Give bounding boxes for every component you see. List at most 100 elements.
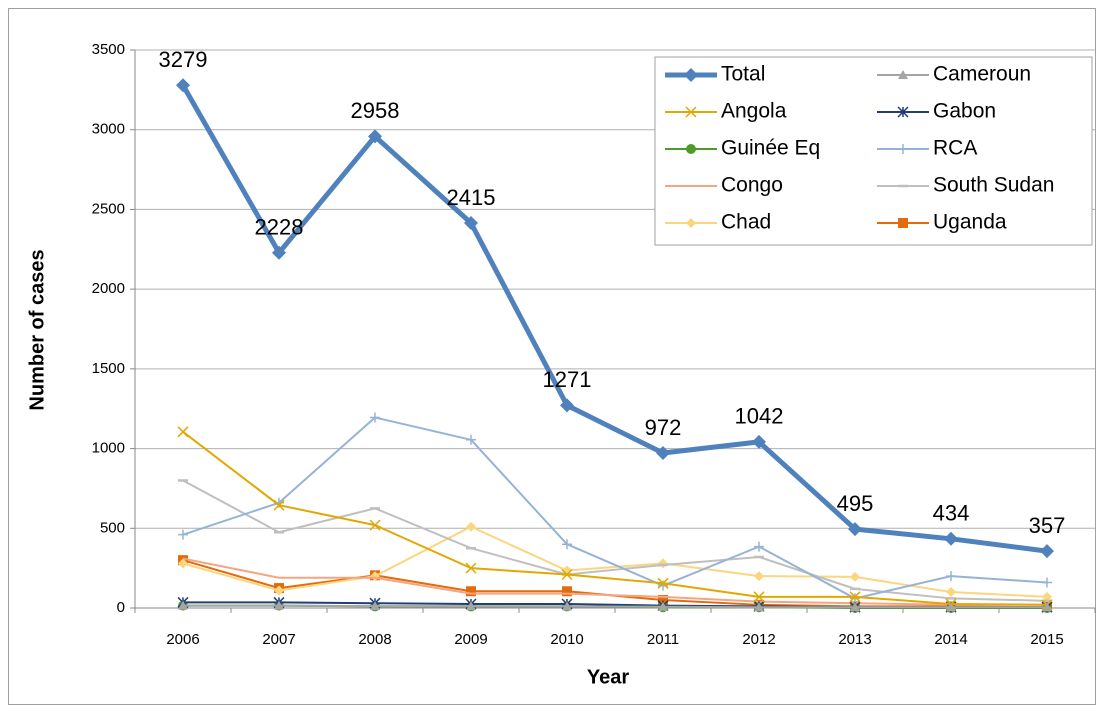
x-tick-label: 2007 [262, 631, 295, 648]
marker [897, 106, 909, 118]
marker [944, 531, 958, 546]
y-tick-label: 1000 [92, 440, 125, 457]
legend-label: Uganda [933, 211, 1007, 234]
marker [754, 602, 764, 612]
marker [466, 434, 476, 445]
series-line [182, 431, 1048, 606]
x-tick-label: 2013 [838, 631, 871, 648]
marker [178, 558, 188, 569]
data-label: 434 [933, 501, 970, 526]
marker [178, 600, 188, 610]
legend-label: RCA [933, 137, 977, 160]
marker [562, 586, 572, 597]
marker [370, 601, 380, 611]
x-tick-label: 2011 [647, 631, 679, 648]
marker [657, 577, 669, 589]
marker [1042, 591, 1052, 602]
marker [754, 541, 764, 552]
marker [464, 215, 478, 230]
marker [849, 591, 861, 603]
marker [848, 522, 862, 537]
marker [658, 601, 668, 611]
x-tick-label: 2012 [742, 631, 775, 648]
legend-label: Gabon [933, 100, 996, 123]
marker [466, 586, 476, 597]
x-axis-title: Year [587, 666, 629, 688]
marker [898, 218, 908, 228]
data-label: 1042 [735, 404, 784, 429]
marker [178, 529, 188, 540]
data-label: 2415 [447, 185, 496, 210]
marker [273, 499, 285, 511]
marker [684, 68, 698, 82]
x-tick-label: 2006 [166, 631, 199, 648]
legend-label: Angola [721, 100, 787, 123]
marker [898, 144, 908, 154]
marker [850, 593, 860, 604]
data-label: 2958 [351, 98, 400, 123]
marker [658, 595, 668, 606]
marker [370, 412, 380, 423]
legend-label: Cameroun [933, 63, 1031, 86]
marker [754, 571, 764, 582]
marker [562, 601, 572, 611]
data-label: 495 [837, 491, 874, 516]
marker [274, 585, 284, 596]
x-tick-label: 2010 [550, 631, 583, 648]
series-line [183, 604, 1047, 609]
x-tick-label: 2015 [1030, 631, 1063, 648]
marker [850, 571, 860, 582]
x-tick-label: 2014 [934, 631, 967, 648]
data-label: 3279 [159, 47, 208, 72]
series-line [180, 83, 1048, 554]
y-tick-label: 0 [117, 599, 125, 616]
data-label: 1271 [543, 367, 592, 392]
marker [946, 602, 956, 612]
legend-box [654, 56, 1093, 246]
marker [1042, 577, 1052, 588]
legend-label: South Sudan [933, 174, 1054, 197]
marker [946, 587, 956, 598]
marker [177, 426, 189, 438]
series-line [182, 525, 1048, 598]
series-line [182, 557, 1047, 606]
x-tick-label: 2008 [358, 631, 391, 648]
data-label: 2228 [255, 215, 304, 240]
y-tick-label: 3500 [92, 41, 125, 58]
marker [466, 601, 476, 611]
marker [753, 591, 765, 603]
marker [561, 568, 573, 581]
marker [272, 245, 286, 260]
marker [1040, 544, 1054, 559]
marker [752, 434, 766, 449]
legend-label: Total [721, 63, 765, 86]
y-tick-label: 2000 [92, 280, 125, 297]
marker [656, 446, 670, 461]
y-tick-label: 3000 [92, 121, 125, 138]
data-label: 972 [645, 415, 682, 440]
marker [560, 398, 574, 413]
marker [1042, 602, 1052, 612]
marker [368, 129, 382, 144]
y-axis-title: Number of cases [26, 249, 48, 410]
marker [686, 218, 696, 228]
marker [562, 539, 572, 550]
marker [898, 70, 908, 79]
x-tick-label: 2009 [454, 631, 487, 648]
series-line [182, 416, 1048, 600]
legend-label: Chad [721, 211, 771, 234]
marker [686, 144, 696, 154]
marker [176, 78, 190, 93]
y-tick-label: 2500 [92, 200, 125, 217]
y-tick-label: 500 [100, 519, 125, 536]
y-tick-label: 1500 [92, 360, 125, 377]
legend-label: Congo [721, 174, 783, 197]
series-line [182, 479, 1048, 602]
data-label: 357 [1029, 513, 1066, 538]
marker [850, 602, 860, 612]
legend-label: Guinée Eq [721, 137, 820, 160]
marker [946, 571, 956, 582]
marker [465, 562, 477, 574]
marker [466, 521, 476, 532]
